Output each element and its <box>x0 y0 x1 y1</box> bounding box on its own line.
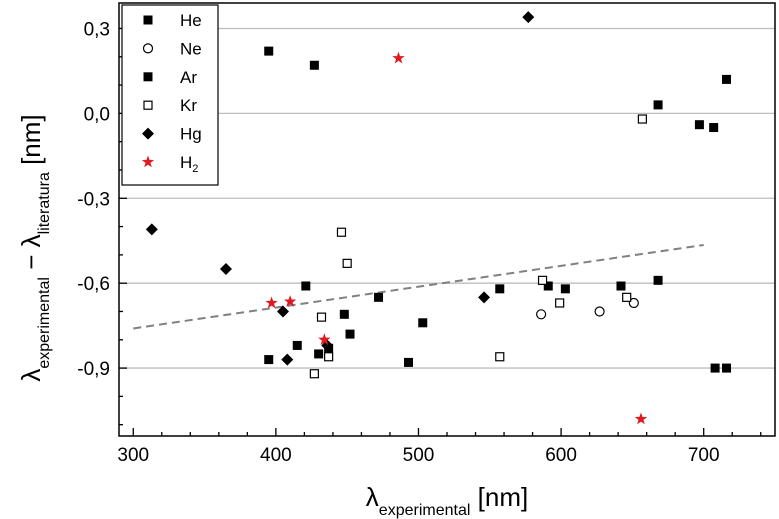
legend-marker-he <box>143 15 153 25</box>
data-point-kr <box>324 352 334 362</box>
data-point-kr <box>537 275 548 285</box>
data-point-h2 <box>634 412 648 425</box>
y-axis-title: λexperimental − λliteratura [nm] <box>16 114 53 381</box>
legend-marker-ar <box>143 72 153 82</box>
data-point-kr <box>316 312 327 322</box>
x-tick-label: 500 <box>403 445 435 466</box>
data-point-ar <box>314 349 324 359</box>
legend-label-ne: Ne <box>180 39 202 58</box>
trend-line <box>133 243 704 330</box>
data-point-he <box>301 281 311 291</box>
data-point-hg <box>478 291 491 304</box>
data-point-ar <box>709 123 719 133</box>
y-tick-label: -0,6 <box>77 274 110 295</box>
legend-marker-ne <box>142 43 154 54</box>
legend-label-h2: H2 <box>180 153 198 175</box>
data-point-ar <box>292 340 302 350</box>
y-axis: 0,3 0,0 -0,3 -0,6 -0,9 <box>77 19 127 426</box>
data-point-ar <box>309 60 319 70</box>
data-point-hg <box>277 305 289 318</box>
data-point-kr <box>309 369 319 379</box>
data-point-ar <box>418 318 428 328</box>
data-point-hg <box>522 11 535 24</box>
data-point-hg <box>145 223 158 236</box>
legend-label-ar: Ar <box>180 68 197 87</box>
legend-box <box>121 4 219 186</box>
data-point-kr <box>495 352 505 362</box>
legend-marker-hg <box>142 127 154 140</box>
data-point-ar <box>616 281 626 291</box>
data-point-h2 <box>283 295 297 307</box>
data-point-ne <box>594 306 605 317</box>
legend-marker-h2 <box>141 155 155 168</box>
y-tick-label: 0,3 <box>84 19 110 40</box>
data-point-ar <box>722 363 732 373</box>
y-tick-label: -0,3 <box>77 189 110 210</box>
legend-label-kr: Kr <box>180 96 197 115</box>
data-point-kr <box>637 114 647 124</box>
data-point-h2 <box>392 51 405 64</box>
data-point-ar <box>543 281 553 291</box>
legend-label-hg: Hg <box>180 125 202 144</box>
data-point-ar <box>403 357 413 367</box>
x-tick-label: 600 <box>545 445 577 466</box>
y-tick-label: 0,0 <box>84 104 110 125</box>
data-point-h2 <box>318 333 331 346</box>
data-point-he <box>264 46 274 56</box>
data-point-ne <box>628 297 639 309</box>
data-point-he <box>374 292 384 302</box>
trend-line-group <box>133 243 704 330</box>
data-point-ar <box>560 284 570 294</box>
grid-lines <box>119 27 775 369</box>
x-tick-label: 400 <box>260 445 292 466</box>
data-point-he <box>653 275 663 285</box>
legend-marker-kr <box>143 100 153 110</box>
x-axis-title: λexperimental [nm] <box>366 482 528 519</box>
data-point-kr <box>336 227 347 237</box>
data-point-he <box>495 284 505 294</box>
legend-label-he: He <box>180 11 202 30</box>
data-point-ne <box>536 309 547 320</box>
data-point-kr <box>342 258 352 268</box>
data-point-ar <box>694 120 704 130</box>
data-points <box>145 11 732 425</box>
x-tick-label: 700 <box>688 445 720 466</box>
data-point-kr <box>555 298 565 308</box>
data-point-ar <box>710 363 720 373</box>
data-point-ar <box>722 74 732 84</box>
data-point-h2 <box>265 296 278 309</box>
y-tick-label: -0,9 <box>77 359 110 380</box>
data-point-hg <box>219 263 232 276</box>
data-point-ar <box>264 355 274 365</box>
x-axis: 300 400 500 600 700 <box>117 428 762 466</box>
x-tick-label: 300 <box>117 445 149 466</box>
data-point-ar <box>345 329 355 339</box>
data-point-ar <box>653 100 663 110</box>
data-point-kr <box>622 292 632 302</box>
data-point-ar <box>339 309 349 319</box>
legend: He Ne Ar Kr Hg H2 <box>121 4 219 186</box>
data-point-hg <box>281 353 294 366</box>
